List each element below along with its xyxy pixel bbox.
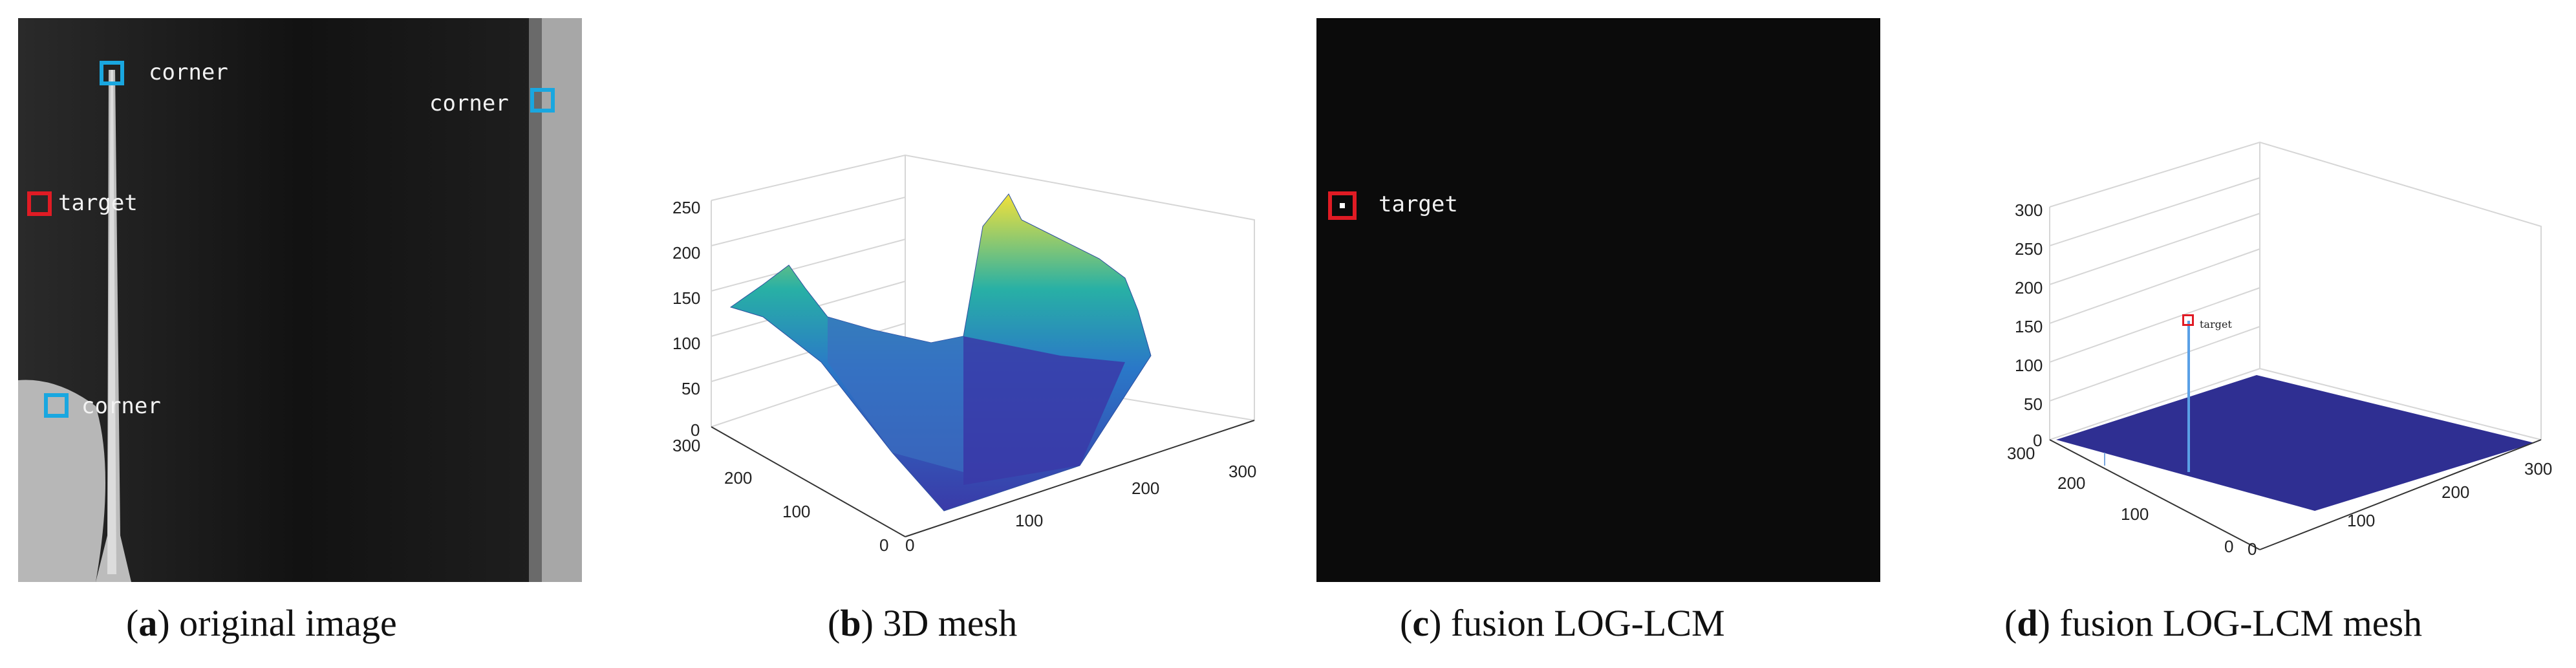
caption-d: (d) fusion LOG-LCM mesh [2004, 602, 2423, 644]
fusion-y-tick-300: 300 [2007, 444, 2035, 463]
mesh3d-y-tick-0: 0 [879, 535, 889, 555]
fusion-z-tick-50: 50 [2024, 394, 2043, 414]
corner-box-3 [44, 393, 69, 418]
fusion-z-tick-300: 300 [2015, 200, 2043, 220]
mesh3d-z-tick-250: 250 [672, 198, 701, 217]
mesh-3d-panel: 250 200 150 100 50 0 300 200 100 0 0 100… [660, 149, 1280, 555]
corner-label-1: corner [149, 59, 228, 85]
mesh3d-z-tick-150: 150 [672, 288, 701, 308]
caption-b-text: 3D mesh [883, 602, 1018, 644]
mesh3d-y-tick-100: 100 [782, 502, 811, 521]
fusion-target-dot [1340, 203, 1345, 208]
fusion-y-tick-0: 0 [2224, 537, 2234, 556]
fusion-mesh-target-label: target [2200, 318, 2232, 330]
caption-d-text: fusion LOG-LCM mesh [2059, 602, 2423, 644]
original-image-panel: corner corner target corner [18, 18, 582, 582]
fusion-target-box [1328, 191, 1357, 220]
caption-a: (a) original image [126, 602, 397, 644]
mesh-3d-plot [711, 154, 1255, 537]
mesh3d-x-tick-0: 0 [905, 535, 915, 555]
fusion-mesh-target-box [2182, 314, 2194, 326]
fusion-x-tick-300: 300 [2524, 459, 2553, 479]
mesh3d-z-tick-0: 0 [691, 420, 700, 440]
mesh3d-z-tick-200: 200 [672, 243, 701, 263]
fusion-y-tick-100: 100 [2121, 504, 2149, 524]
fusion-y-tick-200: 200 [2057, 473, 2086, 493]
caption-a-text: original image [179, 602, 397, 644]
corner-label-2: corner [429, 91, 509, 116]
mesh3d-y-tick-200: 200 [724, 468, 753, 488]
fusion-log-lcm-panel: target [1316, 18, 1880, 582]
caption-d-letter: d [2017, 602, 2038, 644]
fusion-z-tick-0: 0 [2033, 431, 2043, 450]
fusion-z-tick-100: 100 [2015, 356, 2043, 375]
target-label: target [58, 190, 138, 216]
caption-b: (b) 3D mesh [828, 602, 1018, 644]
target-box [27, 191, 52, 216]
caption-c-letter: c [1412, 602, 1430, 644]
fusion-x-tick-200: 200 [2442, 482, 2470, 502]
original-image [18, 18, 582, 582]
caption-a-letter: a [138, 602, 158, 644]
fusion-z-tick-150: 150 [2015, 317, 2043, 336]
fusion-mesh-panel: target 300 250 200 150 100 50 0 300 200 … [1966, 136, 2567, 559]
fusion-x-tick-0: 0 [2248, 539, 2257, 559]
mesh3d-z-tick-100: 100 [672, 334, 701, 353]
fusion-mesh-plane [2056, 375, 2535, 511]
caption-c-text: fusion LOG-LCM [1450, 602, 1725, 644]
mesh3d-x-tick-300: 300 [1229, 462, 1257, 481]
corner-box-1 [100, 61, 124, 85]
corner-box-2 [530, 88, 555, 113]
mesh3d-x-tick-100: 100 [1015, 511, 1044, 530]
corner-label-3: corner [81, 393, 161, 419]
fusion-z-tick-200: 200 [2015, 278, 2043, 297]
caption-c: (c) fusion LOG-LCM [1400, 602, 1725, 644]
fusion-x-tick-100: 100 [2347, 511, 2376, 530]
fusion-mesh-grid [2049, 141, 2542, 440]
mesh3d-z-tick-50: 50 [682, 379, 700, 398]
fusion-z-tick-250: 250 [2015, 239, 2043, 259]
mesh3d-y-tick-300: 300 [672, 436, 701, 455]
caption-b-letter: b [840, 602, 861, 644]
fusion-mesh-plot [2049, 141, 2542, 550]
fusion-target-label: target [1379, 191, 1458, 217]
mesh3d-x-tick-200: 200 [1132, 479, 1160, 498]
